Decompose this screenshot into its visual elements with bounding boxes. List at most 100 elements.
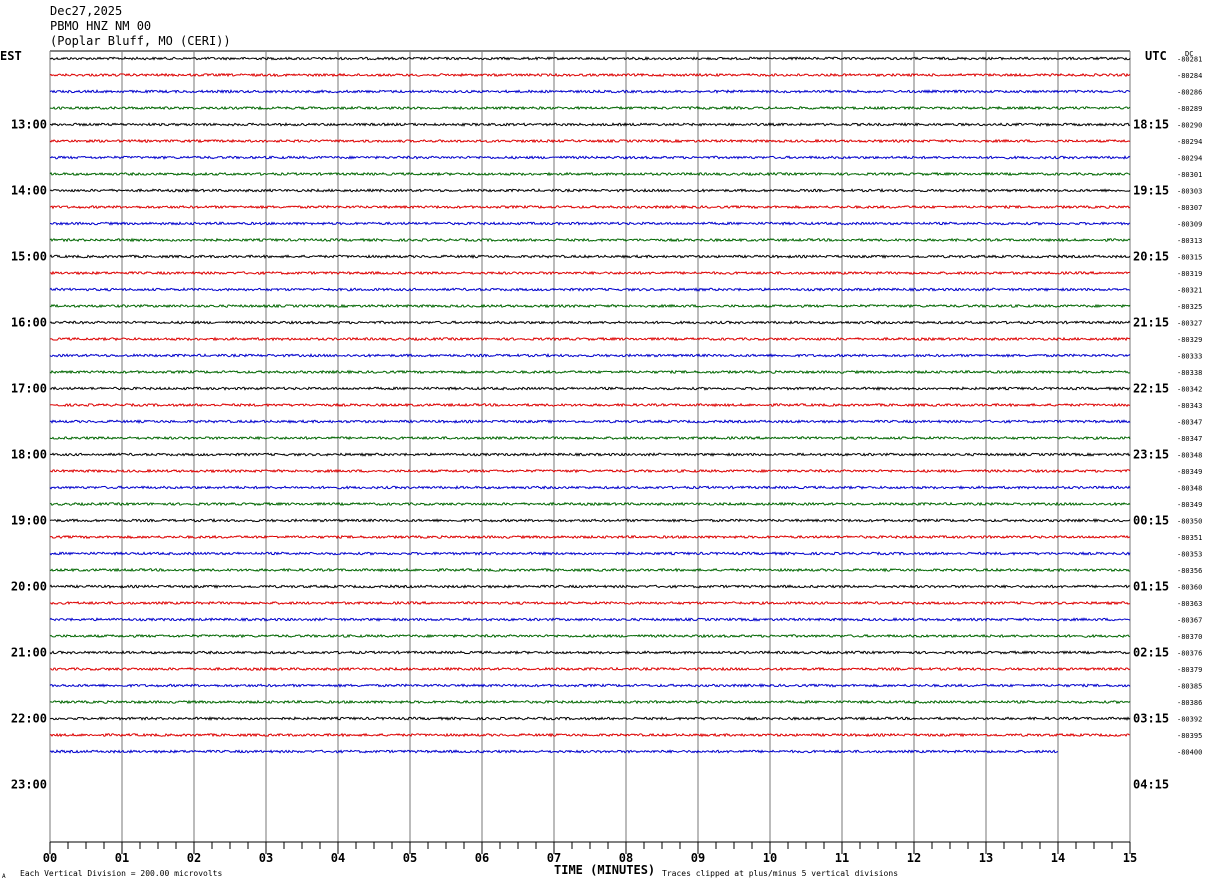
- dc-offset-label: -80303: [1177, 188, 1202, 196]
- seismic-trace: [49, 435, 1131, 441]
- dc-offset-label: -80290: [1177, 122, 1202, 130]
- est-hour-label: 23:00: [11, 778, 47, 792]
- dc-offset-label: -80379: [1177, 666, 1202, 674]
- seismic-trace: [49, 633, 1131, 639]
- dc-offset-label: -80325: [1177, 303, 1202, 311]
- dc-offset-label: -80289: [1177, 105, 1202, 113]
- dc-offset-label: -80350: [1177, 518, 1202, 526]
- hour-labels: 13:00 14:00 15:00 16:00 17:00 18:00 19:00 20:00…: [11, 118, 1169, 792]
- seismic-trace: [49, 89, 1131, 94]
- dc-offset-label: -80347: [1177, 419, 1202, 427]
- dc-offset-label: -80370: [1177, 633, 1202, 641]
- est-hour-label: 22:00: [11, 712, 47, 726]
- dc-offset-label: -80376: [1177, 650, 1202, 658]
- est-hour-label: 18:00: [11, 448, 47, 462]
- est-hour-label: 20:00: [11, 580, 47, 594]
- dc-offset-label: -80301: [1177, 171, 1202, 179]
- seismic-trace: [49, 204, 1131, 210]
- seismic-trace: [49, 716, 1131, 721]
- corner-mark: A: [2, 873, 6, 880]
- seismic-trace: [49, 287, 1131, 292]
- utc-hour-label: 20:15: [1133, 250, 1169, 264]
- x-tick-label: 06: [475, 851, 489, 865]
- record-date: Dec27,2025: [50, 4, 123, 18]
- seismic-trace: [49, 270, 1131, 276]
- x-tick-label: 00: [43, 851, 57, 865]
- seismic-trace: [49, 452, 1131, 457]
- dc-offset-label: -80315: [1177, 254, 1202, 262]
- seismic-trace: [49, 320, 1131, 325]
- dc-offset-label: -80327: [1177, 320, 1202, 328]
- dc-offset-label: -80353: [1177, 551, 1202, 559]
- seismic-trace: [49, 551, 1131, 556]
- dc-offset-label: -80347: [1177, 435, 1202, 443]
- est-hour-label: 16:00: [11, 316, 47, 330]
- dc-offset-label: -80348: [1177, 485, 1202, 493]
- dc-offset-labels: -80281 -80284 -80286 -80289 -80290 -80294 -802…: [1177, 56, 1202, 757]
- dc-offset-label: -80360: [1177, 584, 1202, 592]
- est-hour-label: 15:00: [11, 250, 47, 264]
- utc-hour-label: 00:15: [1133, 514, 1169, 528]
- scale-note: Each Vertical Division = 200.00 microvol…: [20, 869, 222, 878]
- dc-offset-label: -80333: [1177, 353, 1202, 361]
- x-axis: 00 01 02 03 04 05 06 07 08 09 10 11 12 13 14 15: [43, 841, 1137, 865]
- dc-offset-label: -80342: [1177, 386, 1202, 394]
- seismic-trace: [49, 732, 1131, 738]
- utc-hour-label: 04:15: [1133, 778, 1169, 792]
- dc-offset-label: -80395: [1177, 732, 1202, 740]
- seismic-trace: [49, 254, 1131, 259]
- utc-hour-label: 01:15: [1133, 580, 1169, 594]
- dc-offset-label: -80284: [1177, 72, 1202, 80]
- trace-group: [49, 56, 1131, 754]
- seismic-trace: [49, 72, 1131, 78]
- x-tick-label: 11: [835, 851, 849, 865]
- x-tick-label: 05: [403, 851, 417, 865]
- dc-offset-label: -80385: [1177, 683, 1202, 691]
- seismic-trace: [49, 600, 1131, 606]
- seismic-trace: [49, 336, 1131, 342]
- est-hour-label: 19:00: [11, 514, 47, 528]
- x-tick-label: 04: [331, 851, 345, 865]
- dc-offset-label: -80349: [1177, 468, 1202, 476]
- seismic-trace: [49, 666, 1131, 672]
- dc-offset-label: -80313: [1177, 237, 1202, 245]
- seismic-trace: [49, 749, 1059, 754]
- dc-offset-label: -80338: [1177, 369, 1202, 377]
- seismic-trace: [49, 138, 1131, 144]
- clip-note: Traces clipped at plus/minus 5 vertical …: [662, 869, 898, 878]
- utc-zone-label: UTC: [1145, 49, 1167, 63]
- seismic-trace: [49, 699, 1131, 705]
- seismic-trace: [49, 617, 1131, 622]
- dc-offset-label: -80392: [1177, 716, 1202, 724]
- seismic-trace: [49, 584, 1131, 589]
- x-tick-label: 15: [1123, 851, 1137, 865]
- seismic-trace: [49, 650, 1131, 655]
- dc-offset-label: -80309: [1177, 221, 1202, 229]
- seismic-trace: [49, 468, 1131, 474]
- seismic-trace: [49, 567, 1131, 573]
- dc-offset-label: -80286: [1177, 89, 1202, 97]
- seismic-trace: [49, 534, 1131, 540]
- station-id: PBMO HNZ NM 00: [50, 19, 152, 33]
- seismic-trace: [49, 237, 1131, 243]
- dc-offset-label: -80386: [1177, 699, 1202, 707]
- x-tick-label: 08: [619, 851, 633, 865]
- x-tick-label: 03: [259, 851, 273, 865]
- x-tick-label: 02: [187, 851, 201, 865]
- seismic-trace: [50, 221, 1131, 226]
- utc-hour-label: 03:15: [1133, 712, 1169, 726]
- x-tick-label: 09: [691, 851, 705, 865]
- seismic-trace: [49, 303, 1131, 309]
- time-grid: [49, 50, 1131, 842]
- est-zone-label: EST: [0, 49, 22, 63]
- seismic-trace: [49, 485, 1131, 490]
- seismic-trace: [49, 419, 1131, 424]
- utc-hour-label: 23:15: [1133, 448, 1169, 462]
- dc-offset-label: -80356: [1177, 567, 1202, 575]
- dc-offset-label: -80351: [1177, 534, 1202, 542]
- dc-offset-label: -80363: [1177, 600, 1202, 608]
- dc-header-label: DC: [1185, 50, 1193, 58]
- dc-offset-label: -80400: [1177, 749, 1202, 757]
- seismic-trace: [49, 402, 1131, 408]
